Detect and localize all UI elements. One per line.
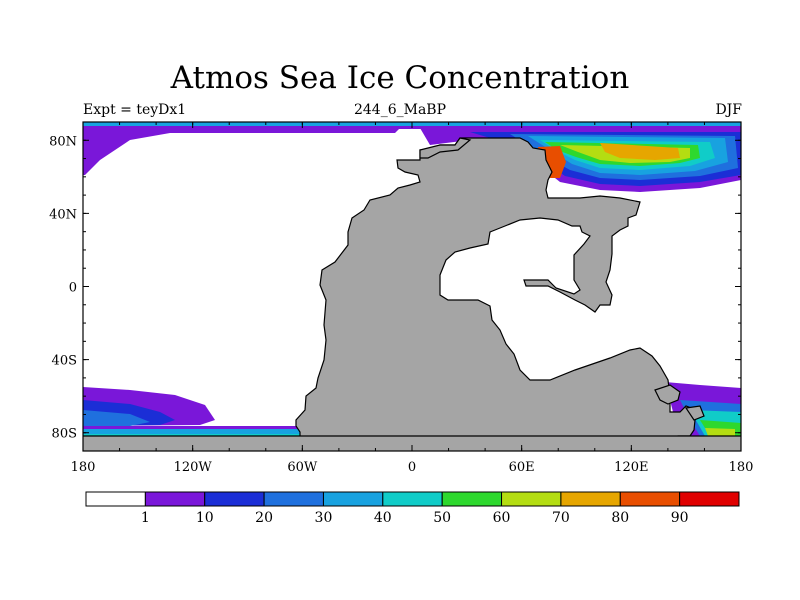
colorbar: 1 10 20 30 40 50 60 70 80 90	[85, 491, 740, 526]
land-antarctic-rim	[83, 436, 741, 451]
colorbar-box	[441, 491, 503, 507]
ice-se-level-5	[705, 428, 735, 436]
colorbar-label: 60	[493, 510, 511, 526]
colorbar-label: 30	[315, 510, 333, 526]
colorbar-box	[501, 491, 562, 507]
experiment-label: Expt = teyDx1	[83, 102, 187, 118]
colorbar-label: 40	[374, 510, 392, 526]
x-tick-label: 0	[408, 460, 416, 475]
land-masses	[83, 137, 741, 451]
y-tick-label: 0	[69, 281, 77, 296]
colorbar-box	[85, 491, 146, 507]
land-east-island	[654, 384, 681, 405]
colorbar-box	[322, 491, 384, 507]
land-pangea	[295, 137, 697, 441]
figure-title: Atmos Sea Ice Concentration	[170, 60, 630, 96]
y-tick-label: 40N	[49, 207, 77, 222]
x-tick-label: 60W	[287, 460, 318, 475]
y-tick-label: 80S	[52, 427, 77, 442]
y-tick-label: 80N	[49, 134, 77, 149]
colorbar-label: 20	[255, 510, 273, 526]
x-axis: 180 120W 60W 0 60E 120E 180	[71, 122, 754, 475]
colorbar-label: 1	[141, 510, 150, 526]
colorbar-box	[619, 491, 681, 507]
y-tick-label: 40S	[52, 354, 77, 369]
colorbar-box	[204, 491, 265, 507]
period-label: 244_6_MaBP	[353, 102, 447, 118]
colorbar-label: 70	[552, 510, 570, 526]
land-north-fragment	[419, 137, 472, 159]
x-tick-label: 180	[729, 460, 754, 475]
ice-antarctic-band-inner	[83, 429, 303, 434]
x-tick-label: 60E	[509, 460, 535, 475]
season-label: DJF	[715, 102, 742, 118]
colorbar-box	[144, 491, 206, 507]
colorbar-box	[560, 491, 621, 507]
ice-sw-level-3	[83, 410, 150, 426]
colorbar-box	[382, 491, 443, 507]
y-axis: 80N 40N 0 40S 80S	[49, 121, 741, 452]
ice-arctic-west-lobe	[83, 128, 400, 175]
ice-ne-level-8	[600, 143, 680, 160]
colorbar-label: 80	[611, 510, 629, 526]
x-tick-label: 120E	[614, 460, 648, 475]
colorbar-label: 50	[433, 510, 451, 526]
x-tick-label: 180	[71, 460, 96, 475]
colorbar-box	[679, 491, 740, 507]
land-southeast-island	[684, 405, 705, 421]
colorbar-label: 10	[196, 510, 214, 526]
colorbar-label: 90	[671, 510, 689, 526]
colorbar-box	[263, 491, 324, 507]
x-tick-label: 120W	[174, 460, 213, 475]
